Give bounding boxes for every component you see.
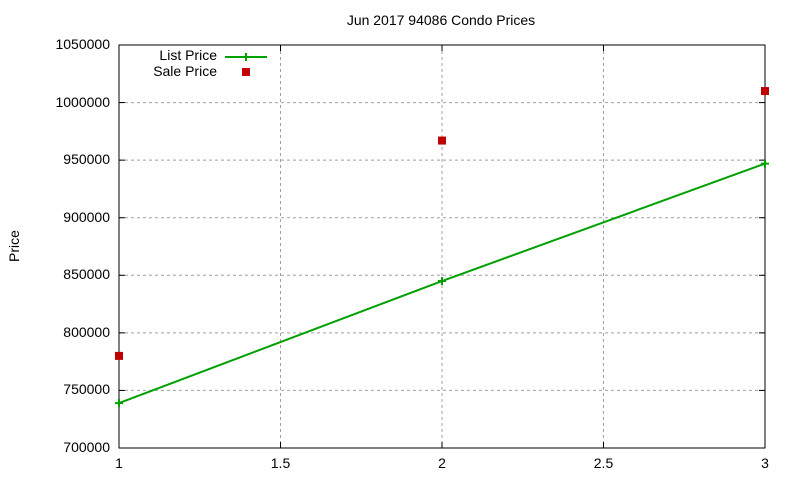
x-tick-label: 3 <box>761 455 769 471</box>
sale-price-marker <box>115 351 123 360</box>
legend-sale-marker <box>242 68 250 76</box>
y-tick-label: 800000 <box>63 323 110 340</box>
legend-sale-price-label: Sale Price <box>153 63 217 79</box>
x-tick-label: 1.5 <box>270 455 291 471</box>
sale-price-marker <box>761 87 769 96</box>
y-axis-label: Price <box>6 230 22 262</box>
y-tick-label: 900000 <box>63 208 110 225</box>
y-tick-label: 850000 <box>63 266 110 283</box>
y-tick-label: 700000 <box>63 439 110 455</box>
legend-list-price-label: List Price <box>159 47 217 63</box>
data-series <box>115 87 769 408</box>
list-price-marker <box>438 277 446 286</box>
chart-title: Jun 2017 94086 Condo Prices <box>346 12 536 28</box>
y-tick-label: 750000 <box>63 381 110 398</box>
x-tick-label: 2.5 <box>593 455 614 471</box>
grid-lines <box>119 45 765 448</box>
y-tick-label: 1000000 <box>55 93 110 110</box>
list-price-marker <box>761 159 769 168</box>
y-tick-label: 950000 <box>63 151 110 168</box>
legend-list-marker <box>242 53 250 61</box>
y-tick-label: 1050000 <box>55 36 110 52</box>
x-tick-label: 2 <box>438 455 446 471</box>
list-price-marker <box>115 399 123 408</box>
x-tick-label: 1 <box>115 455 123 471</box>
legend-symbols <box>225 53 267 76</box>
sale-price-marker <box>438 136 446 145</box>
